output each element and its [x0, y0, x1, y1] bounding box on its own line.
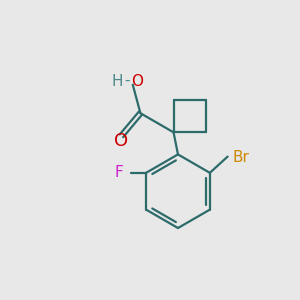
Text: F: F — [115, 165, 123, 180]
Text: Br: Br — [233, 150, 250, 165]
Text: H: H — [111, 74, 123, 89]
Text: -: - — [124, 73, 130, 88]
Text: O: O — [114, 132, 128, 150]
Text: O: O — [131, 74, 143, 89]
